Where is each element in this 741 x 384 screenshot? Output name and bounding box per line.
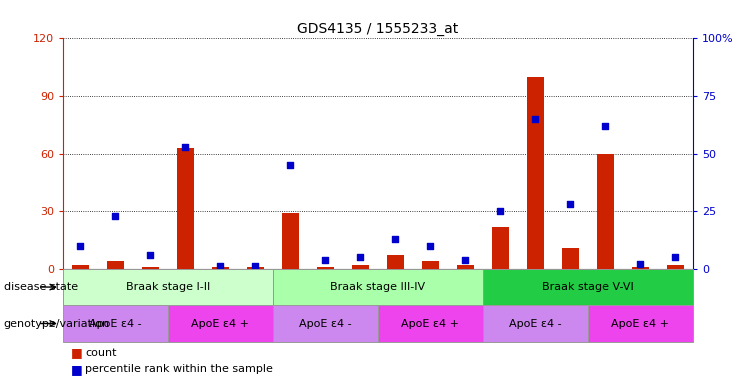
Bar [273,305,378,342]
Text: ApoE ε4 +: ApoE ε4 + [611,318,669,329]
Bar [597,154,614,269]
Text: Braak stage III-IV: Braak stage III-IV [330,282,425,292]
Bar [212,267,229,269]
Bar [247,267,265,269]
Point [75,243,87,249]
Bar [273,269,483,305]
Bar [176,148,194,269]
Point [285,162,296,168]
Title: GDS4135 / 1555233_at: GDS4135 / 1555233_at [297,22,459,36]
Text: ApoE ε4 -: ApoE ε4 - [89,318,142,329]
Bar [378,305,483,342]
Bar [667,265,684,269]
Bar [63,305,168,342]
Point [144,252,156,258]
Point [669,254,681,260]
Bar [562,248,579,269]
Point [179,144,191,150]
Bar [631,267,649,269]
Text: ApoE ε4 -: ApoE ε4 - [299,318,352,329]
Bar [491,227,509,269]
Point [459,257,471,263]
Bar [527,77,544,269]
Text: disease state: disease state [4,282,78,292]
Bar [483,305,588,342]
Point [319,257,331,263]
Bar [63,269,273,305]
Text: ApoE ε4 -: ApoE ε4 - [509,318,562,329]
Bar [168,305,273,342]
Text: percentile rank within the sample: percentile rank within the sample [85,364,273,374]
Point [390,236,402,242]
Bar [142,267,159,269]
Bar [483,269,693,305]
Text: ApoE ε4 +: ApoE ε4 + [191,318,250,329]
Point [215,263,227,270]
Point [565,201,576,207]
Text: count: count [85,348,117,358]
Text: Braak stage I-II: Braak stage I-II [126,282,210,292]
Bar [352,265,369,269]
Point [494,208,506,214]
Bar [316,267,334,269]
Point [599,123,611,129]
Text: ■: ■ [70,363,82,376]
Point [110,213,122,219]
Bar [107,261,124,269]
Bar [588,305,693,342]
Bar [422,261,439,269]
Text: Braak stage V-VI: Braak stage V-VI [542,282,634,292]
Text: genotype/variation: genotype/variation [4,318,110,329]
Text: ApoE ε4 +: ApoE ε4 + [402,318,459,329]
Bar [387,255,404,269]
Point [425,243,436,249]
Bar [456,265,474,269]
Bar [72,265,89,269]
Point [634,261,646,267]
Point [354,254,366,260]
Bar [282,213,299,269]
Point [529,116,541,122]
Point [250,263,262,270]
Text: ■: ■ [70,346,82,359]
